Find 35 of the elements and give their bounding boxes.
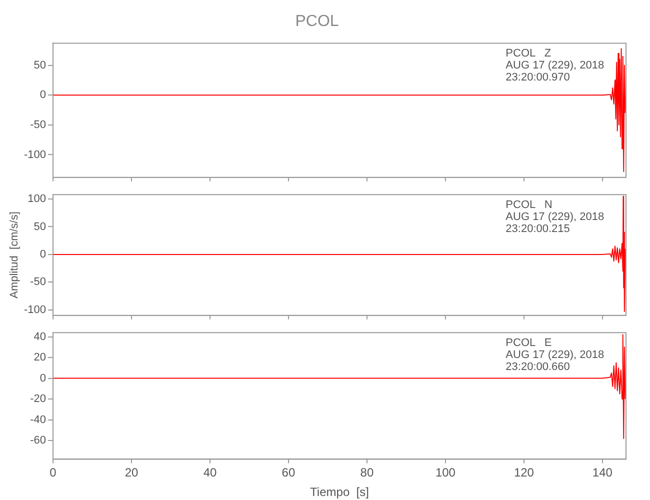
x-tick-label: 40 (203, 466, 217, 480)
x-tick-label: 100 (435, 466, 456, 480)
annotation: AUG 17 (229), 2018 (506, 349, 604, 362)
x-tick-label: 140 (592, 466, 613, 480)
y-tick-label: -100 (24, 148, 46, 161)
y-tick-label: 0 (40, 248, 46, 260)
x-tick-label: 60 (282, 466, 296, 480)
y-tick-label: -100 (24, 304, 46, 316)
chart-title: PCOL (295, 13, 339, 30)
y-tick-label: 100 (28, 193, 46, 206)
annotation: PCOL Z (506, 48, 552, 60)
annotation: PCOL E (506, 337, 552, 350)
annotation: 23:20:00.215 (506, 223, 570, 236)
y-tick-label: -50 (30, 118, 46, 131)
y-axis-title: Amplitud [cm/s/s] (8, 212, 21, 298)
x-axis-title: Tiempo [s] (310, 485, 369, 500)
annotation: 23:20:00.970 (506, 72, 570, 84)
annotation: 23:20:00.660 (506, 361, 570, 374)
y-tick-label: 50 (34, 59, 46, 72)
y-tick-label: -50 (30, 276, 46, 288)
y-tick-label: 20 (34, 352, 46, 364)
y-tick-label: -60 (30, 434, 46, 447)
y-tick-label: 50 (34, 220, 46, 233)
y-tick-label: -40 (30, 414, 46, 426)
x-tick-label: 20 (124, 466, 138, 480)
x-tick-label: 0 (50, 466, 57, 480)
annotation: AUG 17 (229), 2018 (506, 60, 604, 72)
y-tick-label: 0 (40, 89, 46, 102)
y-tick-label: 0 (40, 372, 46, 384)
annotation: PCOL N (506, 199, 552, 212)
y-tick-label: -20 (30, 393, 46, 406)
y-tick-label: 40 (34, 330, 46, 343)
annotation: AUG 17 (229), 2018 (506, 211, 604, 224)
x-tick-label: 80 (360, 466, 374, 480)
x-tick-label: 120 (514, 466, 534, 480)
